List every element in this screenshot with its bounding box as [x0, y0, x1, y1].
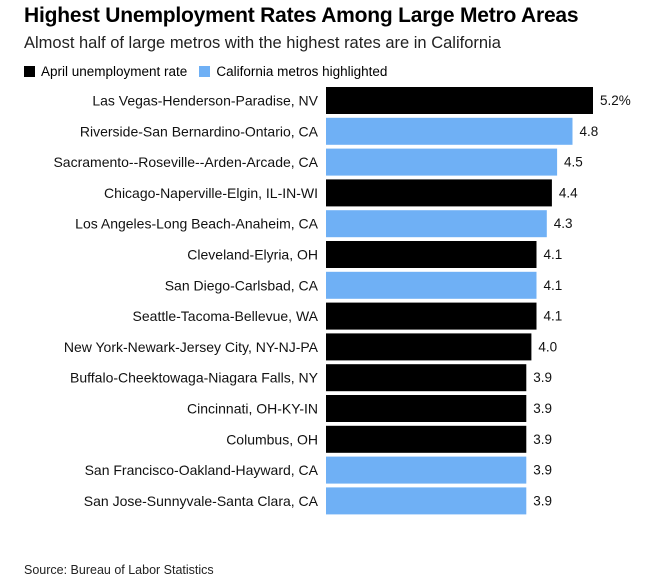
category-label-los-angeles-long-beach-anaheim-ca: Los Angeles-Long Beach-Anaheim, CA [75, 216, 318, 232]
legend-swatch-black [24, 65, 35, 77]
value-label-cleveland-elyria-oh: 4.1 [544, 247, 563, 262]
bar-san-francisco-oakland-hayward-ca [326, 456, 527, 484]
source-note: Source: Bureau of Labor Statistics [24, 563, 214, 577]
value-label-seattle-tacoma-bellevue-wa: 4.1 [544, 309, 563, 324]
category-label-cleveland-elyria-oh: Cleveland-Elyria, OH [187, 247, 318, 263]
category-label-san-jose-sunnyvale-santa-clara-ca: San Jose-Sunnyvale-Santa Clara, CA [84, 493, 319, 509]
category-label-cincinnati-oh-ky-in: Cincinnati, OH-KY-IN [187, 401, 318, 417]
bar-buffalo-cheektowaga-niagara-falls-ny [326, 364, 527, 392]
value-label-sacramento-roseville-arden-arcade-ca: 4.5 [564, 155, 583, 170]
chart-legend: April unemployment rate California metro… [24, 62, 399, 80]
bar-new-york-newark-jersey-city-ny-nj-pa [326, 333, 532, 361]
bar-riverside-san-bernardino-ontario-ca [326, 117, 573, 145]
category-label-sacramento-roseville-arden-arcade-ca: Sacramento--Roseville--Arden-Arcade, CA [53, 154, 318, 170]
value-label-las-vegas-henderson-paradise-nv: 5.2% [600, 93, 631, 108]
bar-chart: Las Vegas-Henderson-Paradise, NV 5.2% Rive… [53, 87, 631, 515]
legend-item-april-rate: April unemployment rate [24, 64, 187, 79]
value-label-riverside-san-bernardino-ontario-ca: 4.8 [579, 124, 598, 139]
value-label-san-jose-sunnyvale-santa-clara-ca: 3.9 [533, 493, 552, 508]
category-label-san-diego-carlsbad-ca: San Diego-Carlsbad, CA [165, 277, 319, 293]
bar-columbus-oh [326, 425, 527, 453]
value-label-los-angeles-long-beach-anaheim-ca: 4.3 [554, 216, 573, 231]
bar-seattle-tacoma-bellevue-wa [326, 302, 537, 330]
chart-subtitle: Almost half of large metros with the hig… [24, 34, 501, 52]
category-label-san-francisco-oakland-hayward-ca: San Francisco-Oakland-Hayward, CA [85, 462, 319, 478]
bar-san-jose-sunnyvale-santa-clara-ca [326, 487, 527, 515]
legend-swatch-blue [199, 65, 211, 77]
category-label-buffalo-cheektowaga-niagara-falls-ny: Buffalo-Cheektowaga-Niagara Falls, NY [70, 370, 319, 386]
legend-label-april-rate: April unemployment rate [41, 63, 188, 79]
value-label-new-york-newark-jersey-city-ny-nj-pa: 4.0 [538, 339, 557, 354]
value-label-buffalo-cheektowaga-niagara-falls-ny: 3.9 [533, 370, 552, 385]
legend-item-california: California metros highlighted [199, 64, 387, 79]
value-label-san-diego-carlsbad-ca: 4.1 [544, 278, 563, 293]
category-label-columbus-oh: Columbus, OH [226, 431, 318, 447]
bar-chicago-naperville-elgin-il-in-wi [326, 179, 552, 207]
value-label-chicago-naperville-elgin-il-in-wi: 4.4 [559, 185, 578, 200]
bar-cleveland-elyria-oh [326, 241, 537, 268]
category-label-riverside-san-bernardino-ontario-ca: Riverside-San Bernardino-Ontario, CA [80, 123, 319, 139]
bar-las-vegas-henderson-paradise-nv [326, 87, 593, 114]
category-label-chicago-naperville-elgin-il-in-wi: Chicago-Naperville-Elgin, IL-IN-WI [104, 185, 318, 201]
bar-san-diego-carlsbad-ca [326, 271, 537, 299]
category-label-las-vegas-henderson-paradise-nv: Las Vegas-Henderson-Paradise, NV [92, 93, 318, 109]
chart-title: Highest Unemployment Rates Among Large M… [24, 4, 579, 27]
bar-cincinnati-oh-ky-in [326, 395, 527, 422]
category-label-new-york-newark-jersey-city-ny-nj-pa: New York-Newark-Jersey City, NY-NJ-PA [64, 339, 319, 355]
value-label-cincinnati-oh-ky-in: 3.9 [533, 401, 552, 416]
value-label-columbus-oh: 3.9 [533, 432, 552, 447]
bar-sacramento-roseville-arden-arcade-ca [326, 148, 558, 176]
value-label-san-francisco-oakland-hayward-ca: 3.9 [533, 463, 552, 478]
bar-los-angeles-long-beach-anaheim-ca [326, 210, 547, 238]
legend-label-california: California metros highlighted [216, 63, 388, 79]
category-label-seattle-tacoma-bellevue-wa: Seattle-Tacoma-Bellevue, WA [133, 308, 319, 324]
